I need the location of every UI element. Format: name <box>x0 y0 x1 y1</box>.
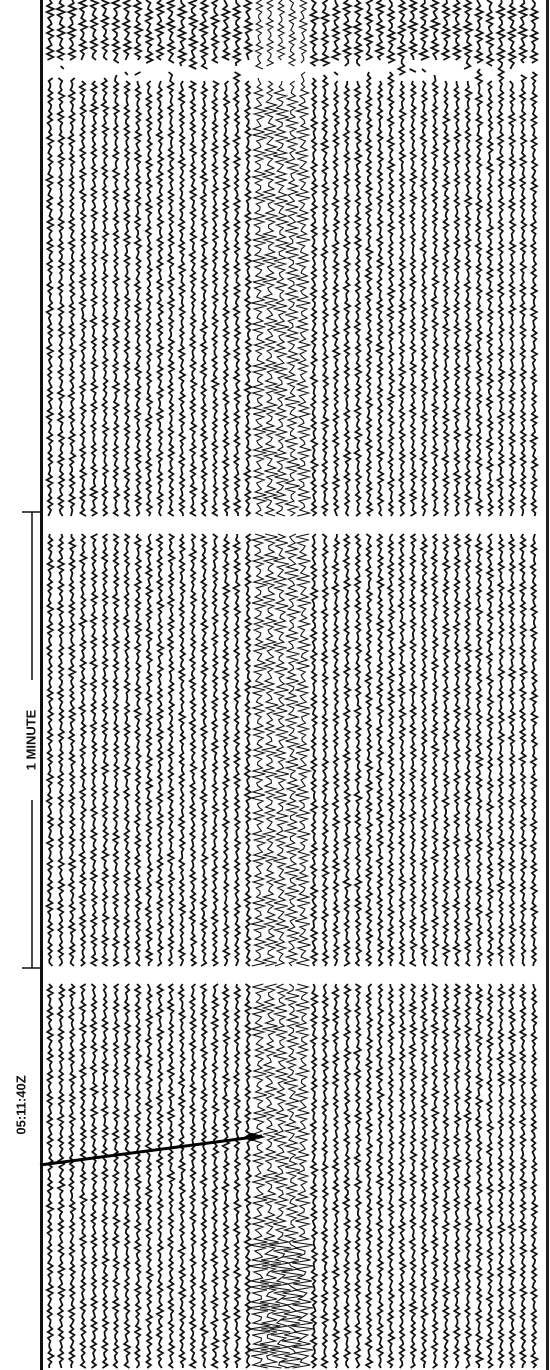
trace <box>120 0 133 1369</box>
trace <box>197 0 210 1369</box>
trace <box>330 0 342 1369</box>
trace <box>396 0 409 1369</box>
trace <box>461 0 475 1369</box>
trace <box>318 0 332 1369</box>
trace <box>153 0 166 1369</box>
trace <box>77 0 90 1369</box>
trace <box>143 0 155 1369</box>
trace <box>494 0 507 1369</box>
trace <box>247 0 271 1369</box>
trace <box>88 0 101 1369</box>
event-time-label: 05:11:40Z <box>13 1075 28 1134</box>
scale-label: 1 MINUTE <box>23 709 38 770</box>
trace <box>231 0 244 1369</box>
trace <box>440 0 452 1368</box>
label-backdrop <box>24 680 40 800</box>
trace <box>352 0 365 1369</box>
traces <box>44 0 540 1369</box>
event-marker <box>248 1133 256 1141</box>
trace <box>44 0 56 1369</box>
trace <box>484 0 496 1369</box>
trace <box>528 0 540 1369</box>
trace <box>259 0 282 1369</box>
trace <box>473 0 485 1369</box>
trace <box>308 0 321 1369</box>
trace <box>373 0 387 1369</box>
trace <box>291 0 315 1369</box>
trace <box>268 0 293 1369</box>
trace <box>99 0 111 1369</box>
trace <box>406 0 419 1369</box>
trace <box>341 0 354 1369</box>
trace <box>54 0 67 1369</box>
trace <box>362 0 375 1369</box>
trace <box>428 0 442 1369</box>
trace <box>220 0 232 1369</box>
trace <box>451 0 463 1369</box>
event-arrow <box>39 1134 263 1167</box>
trace <box>385 0 398 1369</box>
trace <box>516 0 530 1369</box>
trace <box>187 0 200 1369</box>
trace <box>506 0 518 1369</box>
record-edge <box>40 0 43 1370</box>
trace <box>132 0 145 1369</box>
trace <box>110 0 122 1369</box>
record-edge <box>546 0 549 1370</box>
trace <box>164 0 177 1369</box>
trace <box>242 0 254 1369</box>
trace <box>209 0 221 1369</box>
trace <box>417 0 431 1369</box>
trace <box>279 0 303 1369</box>
trace <box>66 0 79 1369</box>
trace <box>175 0 189 1369</box>
